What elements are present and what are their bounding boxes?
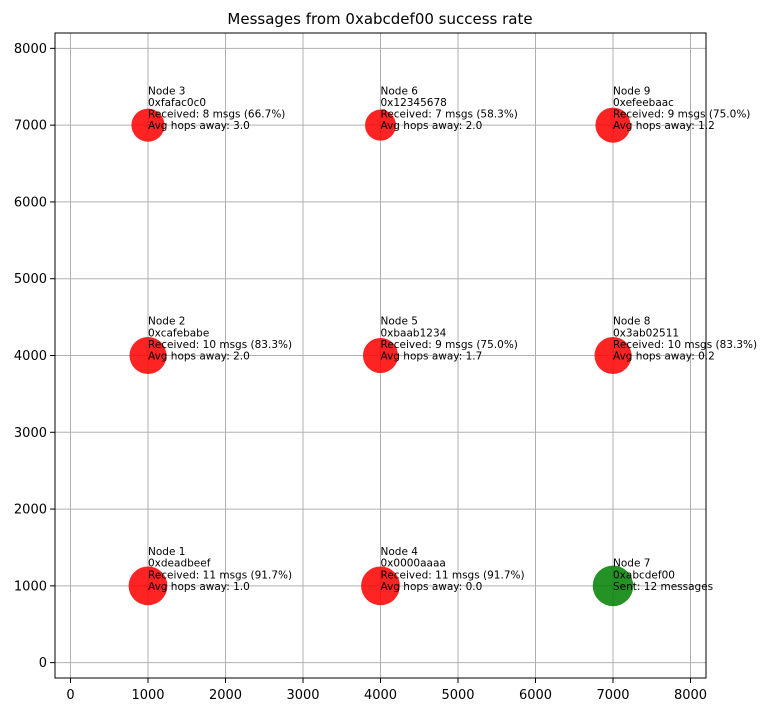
- node-label-line: Sent: 12 messages: [613, 581, 713, 593]
- node-label-line: Avg hops away: 1.0: [148, 581, 250, 593]
- x-tick-label: 4000: [364, 688, 397, 703]
- node-label-line: Node 9: [613, 85, 650, 97]
- node-label-line: Node 3: [148, 85, 185, 97]
- node-label-line: 0x3ab02511: [613, 327, 679, 339]
- node-label-line: Received: 7 msgs (58.3%): [381, 109, 518, 121]
- node-label-line: 0xdeadbeef: [148, 558, 211, 570]
- node-label-line: Received: 10 msgs (83.3%): [613, 339, 757, 351]
- node-label-line: Avg hops away: 2.0: [381, 120, 483, 132]
- node-point-node-3: [131, 108, 165, 142]
- node-label-line: 0xabcdef00: [613, 569, 675, 581]
- x-tick-label: 1000: [131, 688, 164, 703]
- y-tick-label: 7000: [14, 119, 47, 134]
- y-tick-label: 4000: [14, 349, 47, 364]
- node-label-line: Node 7: [613, 558, 650, 570]
- node-label-line: Avg hops away: 0.0: [381, 581, 483, 593]
- x-tick-label: 0: [66, 688, 74, 703]
- node-label-line: 0xbaab1234: [381, 327, 447, 339]
- node-point-node-4: [361, 566, 400, 606]
- chart-title: Messages from 0xabcdef00 success rate: [227, 10, 532, 28]
- node-label-line: Avg hops away: 2.0: [148, 351, 250, 363]
- node-label-line: Received: 10 msgs (83.3%): [148, 339, 292, 351]
- node-label-line: 0xfafac0c0: [148, 97, 206, 109]
- x-tick-label: 2000: [209, 688, 242, 703]
- node-label-line: 0x0000aaaa: [381, 558, 446, 570]
- axis-ticks: 0 1000 2000 3000 4000 5000 6000 7000 8000 0 1000 20…: [14, 42, 707, 703]
- y-tick-label: 1000: [14, 579, 47, 594]
- node-label-line: Avg hops away: 1.2: [613, 120, 715, 132]
- node-label-line: Node 4: [381, 546, 419, 558]
- x-tick-label: 6000: [519, 688, 552, 703]
- node-label-line: Avg hops away: 3.0: [148, 120, 250, 132]
- node-point-node-8: [594, 337, 632, 374]
- node-label-line: Node 2: [148, 316, 185, 328]
- node-label-line: Node 6: [381, 85, 419, 97]
- x-tick-label: 5000: [441, 688, 474, 703]
- node-label-line: 0x12345678: [381, 97, 447, 109]
- node-label-line: 0xefeebaac: [613, 97, 674, 109]
- node-label-line: Received: 9 msgs (75.0%): [613, 109, 750, 121]
- y-tick-label: 6000: [14, 195, 47, 210]
- node-label-line: Received: 11 msgs (91.7%): [381, 569, 525, 581]
- data-points: [128, 107, 634, 607]
- node-point-node-2: [129, 337, 167, 374]
- y-tick-label: 2000: [14, 503, 47, 518]
- x-tick-label: 7000: [596, 688, 629, 703]
- node-label-line: Node 8: [613, 316, 650, 328]
- node-label-line: 0xcafebabe: [148, 327, 209, 339]
- node-label-line: Avg hops away: 1.7: [381, 351, 483, 363]
- node-point-node-6: [365, 109, 396, 141]
- node-point-node-1: [128, 566, 168, 606]
- node-label-line: Node 5: [381, 316, 418, 328]
- node-label-line: Received: 8 msgs (66.7%): [148, 109, 285, 121]
- node-point-node-5: [362, 337, 399, 374]
- node-label-line: Avg hops away: 0.2: [613, 351, 715, 363]
- y-tick-label: 3000: [14, 426, 47, 441]
- node-point-node-9: [595, 107, 631, 143]
- node-label-line: Received: 9 msgs (75.0%): [381, 339, 518, 351]
- x-tick-label: 3000: [286, 688, 319, 703]
- x-tick-label: 8000: [674, 688, 707, 703]
- y-tick-label: 0: [39, 656, 47, 671]
- y-tick-label: 8000: [14, 42, 47, 57]
- y-tick-label: 5000: [14, 272, 47, 287]
- node-label-line: Node 1: [148, 546, 185, 558]
- node-label-line: Received: 11 msgs (91.7%): [148, 569, 292, 581]
- node-point-node-7: [592, 565, 634, 607]
